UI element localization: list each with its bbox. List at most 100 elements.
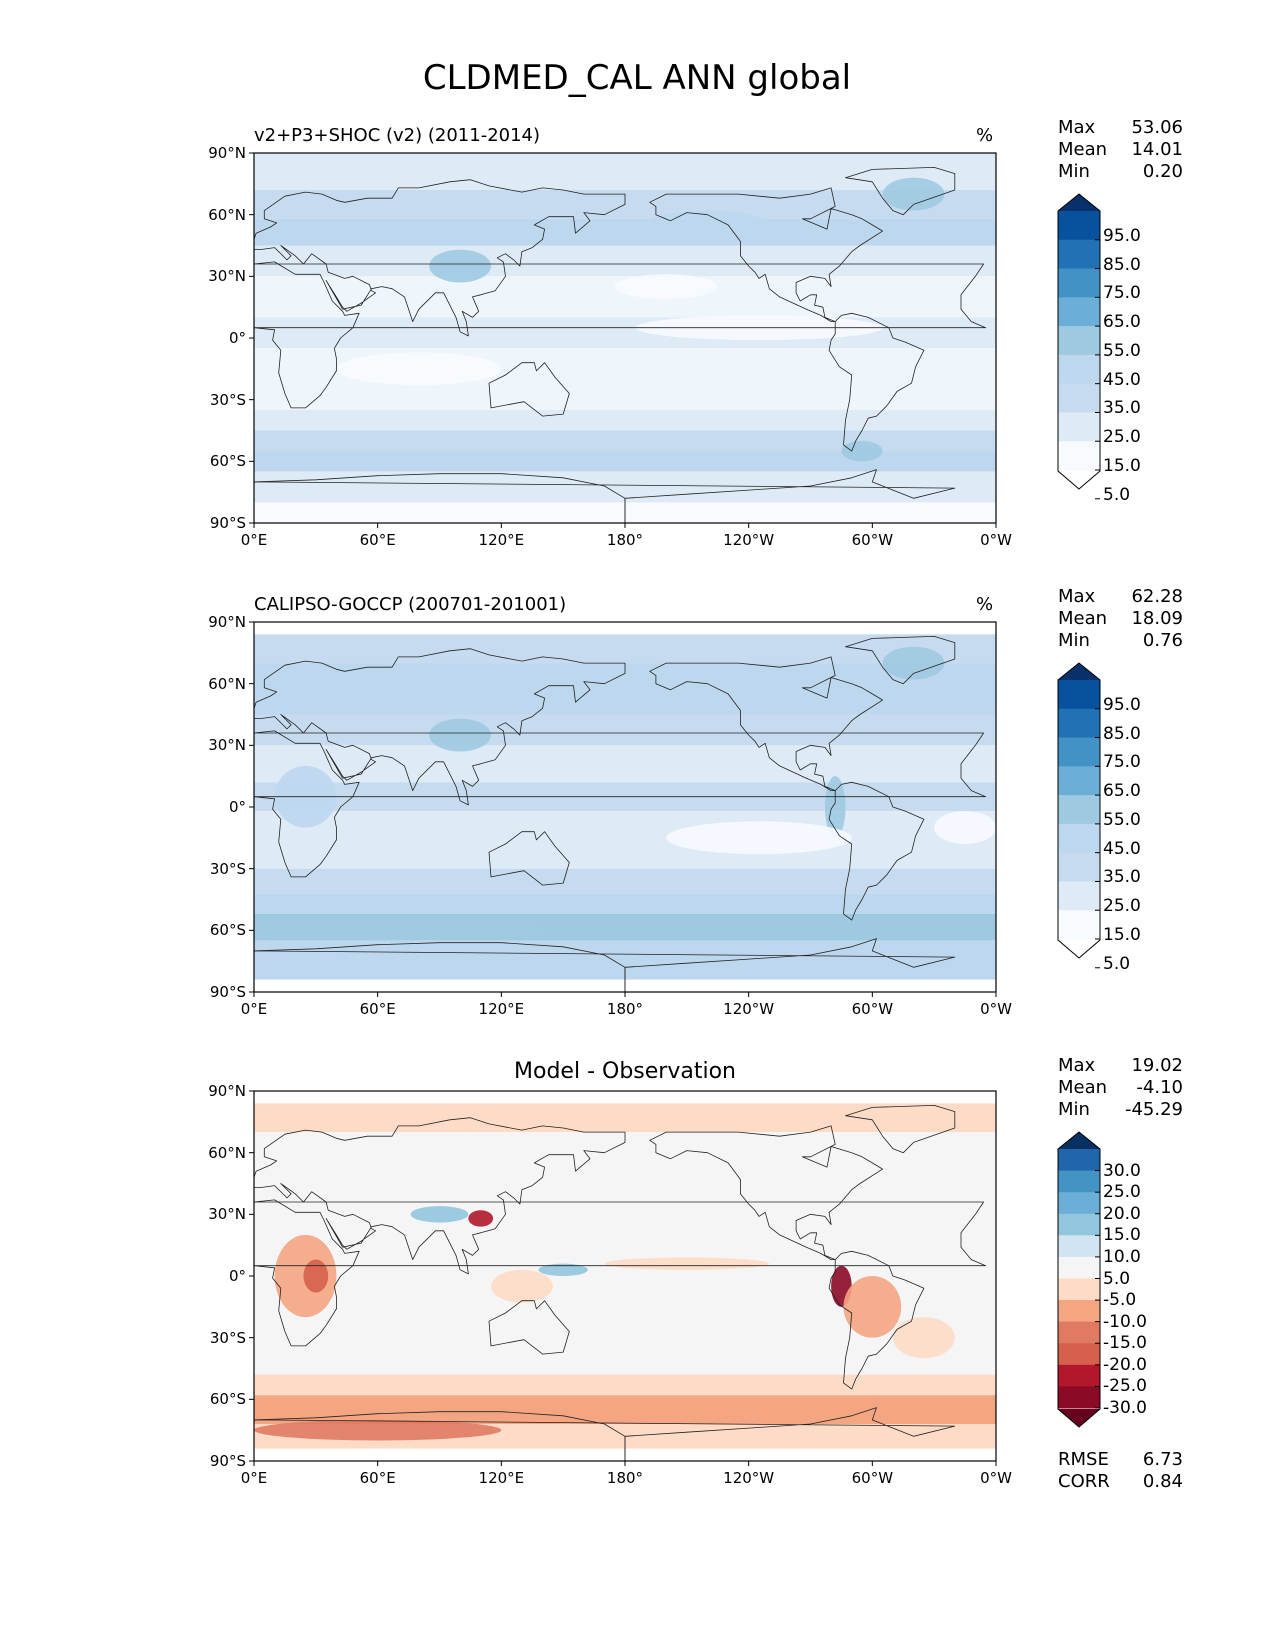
stat-label: Min: [1058, 1099, 1090, 1120]
lon-tick-label: 60°E: [359, 1469, 396, 1487]
stat-label: CORR: [1058, 1471, 1110, 1492]
coastline-africa: [254, 730, 987, 878]
field-band: [254, 868, 996, 894]
lat-tick-label: 60°S: [209, 1390, 246, 1409]
colorbar-segment: [1058, 881, 1100, 911]
lon-tick-label: 120°E: [478, 1469, 525, 1487]
colorbar-label: 35.0: [1103, 398, 1141, 419]
coastline-greenland: [845, 167, 956, 216]
colorbar-segment: [1058, 297, 1100, 327]
colorbar-label: -10.0: [1103, 1311, 1147, 1332]
colorbar-segment: [1058, 383, 1100, 413]
colorbar-label: 25.0: [1103, 427, 1141, 448]
lon-tick-label: 120°E: [478, 531, 525, 549]
lat-tick-label: 30°N: [208, 1205, 246, 1224]
coastline-antarctica-w: [254, 938, 956, 992]
lon-tick-label: 0°E: [240, 1000, 268, 1018]
field-feature: [538, 1263, 588, 1276]
panel-title: v2+P3+SHOC (v2) (2011-2014): [254, 125, 541, 146]
lon-tick-label: 180°: [606, 1000, 644, 1018]
stat-value: 19.02: [1131, 1055, 1183, 1076]
colorbar-segment: [1058, 412, 1100, 442]
lon-tick-label: 120°E: [478, 1000, 525, 1018]
colorbar-segment: [1058, 268, 1100, 298]
colorbar-segment: [1058, 354, 1100, 385]
colorbar-segment: [1058, 1321, 1100, 1344]
colorbar-segment: [1058, 1278, 1100, 1301]
coastline-australia: [488, 362, 570, 417]
lat-tick-label: 60°N: [208, 1143, 246, 1162]
coastline-australia: [488, 831, 570, 886]
map-panel-1: [249, 152, 997, 528]
lon-tick-label: 60°W: [851, 531, 894, 549]
lon-tick-label: 0°W: [980, 1000, 1012, 1018]
lon-tick-label: 180°: [606, 1469, 644, 1487]
figure-title: CLDMED_CAL ANN global: [422, 58, 852, 98]
colorbar-segment: [1058, 326, 1100, 356]
field-band: [254, 409, 996, 431]
colorbar-segment: [1058, 1386, 1100, 1409]
lat-tick-label: 0°: [228, 1267, 246, 1285]
colorbar-segment: [1058, 1300, 1100, 1323]
field-feature: [410, 1206, 469, 1223]
lat-tick-label: 60°N: [208, 674, 246, 693]
stat-value: 0.84: [1142, 1471, 1183, 1492]
colorbar-outline: [1057, 1131, 1101, 1428]
stat-label: Mean: [1058, 139, 1108, 160]
colorbar-label: 25.0: [1103, 1182, 1141, 1203]
field-feature: [491, 1269, 553, 1303]
coastline-sa: [828, 312, 925, 452]
colorbar-label: 55.0: [1103, 340, 1141, 361]
colorbar-label: -30.0: [1103, 1398, 1147, 1418]
coastline-na: [649, 187, 883, 322]
coastline-antarctica-w: [254, 469, 956, 523]
field-feature: [336, 352, 502, 386]
lon-tick-label: 120°W: [723, 1000, 775, 1018]
colorbar-label: 15.0: [1103, 456, 1141, 476]
field-band: [254, 1395, 996, 1424]
field-band: [254, 714, 996, 746]
coastline-na: [649, 656, 883, 791]
colorbar-label: -20.0: [1103, 1354, 1147, 1375]
colorbar-label: 45.0: [1103, 838, 1141, 859]
colorbar-label: -25.0: [1103, 1376, 1147, 1397]
lat-tick-label: 0°: [228, 329, 246, 347]
stat-value: 14.01: [1131, 139, 1183, 160]
field-feature: [666, 821, 852, 855]
map-panel-2: [249, 621, 997, 997]
stat-label: Max: [1058, 586, 1096, 607]
coastline-eurasia: [254, 1117, 626, 1275]
colorbar-label: 85.0: [1103, 254, 1141, 275]
colorbar-label: 15.0: [1103, 925, 1141, 945]
lat-tick-label: 60°S: [209, 921, 246, 940]
field-feature: [882, 646, 945, 680]
colorbar-extend-min: [1058, 1409, 1100, 1427]
colorbar-label: 10.0: [1103, 1246, 1141, 1267]
colorbar-label: 5.0: [1103, 1268, 1131, 1289]
colorbar-segment: [1058, 1256, 1100, 1279]
colorbar-outline: [1057, 193, 1101, 490]
colorbar-label: 20.0: [1103, 1203, 1141, 1224]
colorbar-extend-min: [1058, 471, 1100, 489]
colorbar-segment: [1058, 1192, 1100, 1215]
lon-tick-label: 60°E: [359, 1000, 396, 1018]
lat-tick-label: 30°N: [208, 736, 246, 755]
stat-label: Min: [1058, 161, 1090, 182]
coastline-australia: [488, 1300, 570, 1355]
field-feature: [934, 811, 996, 844]
lon-tick-label: 0°E: [240, 531, 268, 549]
coastline-eurasia: [254, 179, 626, 337]
stat-value: 62.28: [1131, 586, 1183, 607]
lon-tick-label: 0°W: [980, 531, 1012, 549]
lat-tick-label: 90°S: [209, 514, 246, 532]
colorbar-label: 65.0: [1103, 312, 1141, 333]
panel-units: %: [976, 125, 994, 146]
lat-tick-label: 90°N: [208, 613, 246, 631]
colorbar-segment: [1058, 910, 1100, 940]
colorbar-segment: [1058, 737, 1100, 767]
colorbar-label: 35.0: [1103, 867, 1141, 888]
coastline-greenland: [845, 1105, 956, 1154]
coastline-eurasia: [254, 648, 626, 806]
colorbar-label: 85.0: [1103, 723, 1141, 744]
field-feature: [841, 440, 883, 462]
